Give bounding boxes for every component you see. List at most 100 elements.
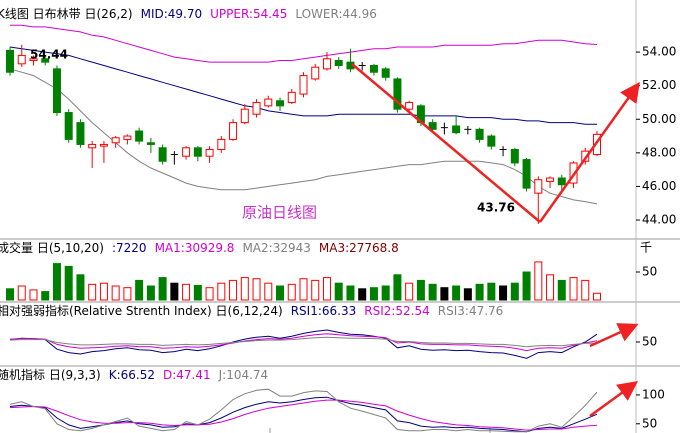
candle-body — [322, 58, 331, 70]
volume-bar — [299, 278, 308, 301]
volume-bar — [393, 274, 402, 301]
volume-bar — [440, 287, 449, 301]
candle-body — [405, 101, 414, 110]
indicator-line — [9, 333, 598, 352]
volume-bar — [569, 277, 578, 301]
candle-body — [581, 150, 590, 162]
volume-bar — [369, 287, 378, 301]
candle-body — [52, 68, 61, 114]
candle-body — [123, 135, 132, 140]
candle-body — [229, 122, 238, 140]
volume-bar — [135, 279, 144, 301]
candle-body — [334, 59, 343, 67]
indicator-line — [9, 388, 598, 433]
candle-body — [17, 54, 26, 65]
y-tick-label: 50 — [642, 265, 657, 279]
volume-bar — [276, 285, 285, 301]
volume-bar — [475, 283, 484, 301]
trend-arrow — [589, 323, 639, 348]
header-item: 成交量 日(5,10,20) — [0, 240, 104, 255]
candle-body — [264, 98, 273, 107]
annotation: 43.76 — [477, 201, 515, 215]
volume-bar — [64, 265, 73, 301]
volume-bar — [322, 277, 331, 301]
panel — [9, 388, 598, 433]
volume-bar — [428, 283, 437, 301]
trend-arrow — [538, 81, 640, 223]
volume-bar — [581, 279, 590, 301]
panel — [6, 261, 601, 301]
header-item: K线图 日布林带 日(26,2) — [0, 7, 133, 21]
candle-body — [557, 177, 566, 186]
candle-body — [205, 148, 214, 157]
indicator-line — [9, 329, 598, 359]
volume-bar — [346, 285, 355, 301]
volume-bar — [522, 271, 531, 301]
panel-header: 相对强弱指标(Relative Strenth Index) 日(6,12,24… — [0, 303, 503, 318]
header-item: RSI3:47.76 — [438, 304, 504, 318]
volume-bar — [546, 274, 555, 301]
volume-bar — [99, 282, 108, 301]
panel — [9, 329, 598, 359]
y-tick-label: 48.00 — [642, 145, 676, 159]
volume-bar — [416, 279, 425, 301]
volume-bar — [358, 288, 367, 301]
volume-bar — [76, 274, 85, 301]
volume-bar — [311, 279, 320, 301]
volume-bar — [499, 285, 508, 301]
volume-bar — [217, 282, 226, 301]
panel — [6, 24, 601, 225]
candle-body — [487, 135, 496, 147]
volume-bar — [205, 287, 214, 301]
volume-bar — [252, 278, 261, 301]
header-item: 相对强弱指标(Relative Strenth Index) 日(6,12,24… — [0, 303, 283, 318]
axis-unit: 千 — [640, 241, 652, 255]
candle-body — [287, 91, 296, 103]
indicator-line — [9, 46, 597, 125]
volume-bar — [193, 284, 202, 301]
candle-body — [381, 68, 390, 78]
volume-bar — [405, 282, 414, 301]
volume-bar — [52, 263, 61, 301]
candle-body — [111, 137, 120, 144]
y-tick-label: 50.00 — [642, 112, 676, 126]
trend-arrow — [589, 381, 639, 418]
y-tick-label: 100 — [642, 387, 665, 401]
candle-body — [534, 179, 543, 194]
header-item: RSI2:52.54 — [364, 304, 430, 318]
volume-bar — [452, 285, 461, 301]
indicator-line — [9, 399, 598, 431]
volume-bar — [182, 283, 191, 301]
volume-bar — [41, 291, 50, 301]
candle-body — [135, 130, 144, 142]
header-item: RSI1:66.33 — [291, 304, 357, 318]
panel-header: K线图 日布林带 日(26,2) MID:49.70 UPPER:54.45 LOWE… — [0, 7, 377, 21]
volume-bar — [463, 288, 472, 301]
candle-body — [311, 66, 320, 80]
header-item: :7220 — [112, 241, 147, 255]
indicator-line — [9, 68, 598, 205]
y-tick-label: 54.00 — [642, 45, 676, 59]
candle-body — [299, 75, 308, 95]
volume-bar — [229, 279, 238, 301]
candle-body — [510, 148, 519, 164]
candle-body — [146, 142, 155, 145]
candle-body — [76, 122, 85, 145]
plot-layer: K线图 日布林带 日(26,2) MID:49.70 UPPER:54.45 LOWE… — [0, 7, 676, 433]
header-item: K:66.52 — [109, 368, 155, 382]
volume-bar — [29, 289, 38, 301]
candle-body — [522, 159, 531, 189]
candle-body — [41, 58, 50, 63]
header-item: MA2:32943 — [242, 241, 310, 255]
volume-bar — [510, 282, 519, 301]
volume-bar — [264, 282, 273, 301]
volume-bar — [170, 282, 179, 301]
candle-body — [182, 147, 191, 157]
volume-bar — [123, 287, 132, 301]
candle-body — [452, 125, 461, 134]
header-item: J:104.74 — [218, 368, 269, 382]
volume-bar — [240, 277, 249, 301]
